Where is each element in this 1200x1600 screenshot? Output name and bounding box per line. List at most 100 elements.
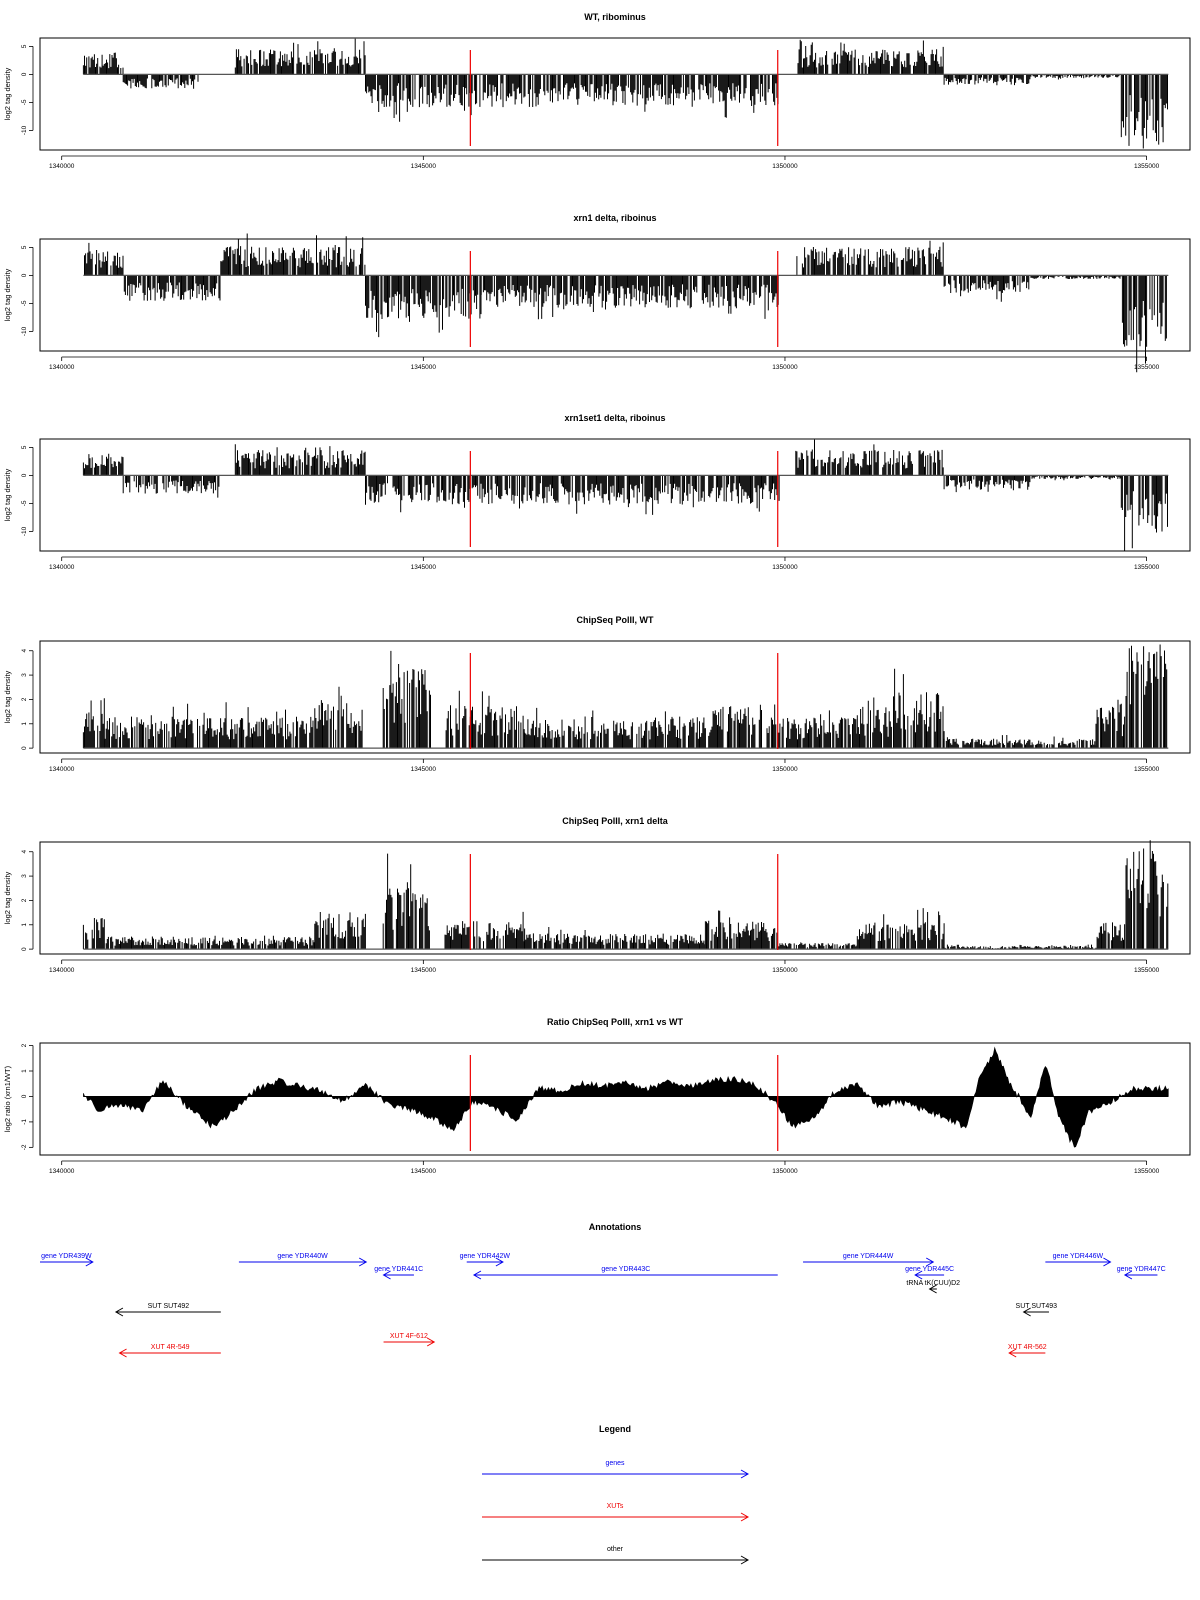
feature-arrow-head xyxy=(1103,1257,1112,1267)
signal-region-5 xyxy=(480,275,779,320)
signal-region-9 xyxy=(856,697,892,749)
y-tick-label: 4 xyxy=(21,649,28,653)
y-tick-label: 5 xyxy=(21,245,28,249)
signal-region-7 xyxy=(704,910,778,950)
x-tick-label: 1355000 xyxy=(1134,564,1160,571)
plot-frame xyxy=(39,640,1191,754)
signal-region-1 xyxy=(82,52,124,75)
signal-region-4 xyxy=(365,275,482,338)
signal-bars xyxy=(445,690,525,749)
feature-sut-sut493: SUT SUT493 xyxy=(1016,1303,1057,1317)
signal-region-3 xyxy=(220,233,366,276)
feature-arrow-head xyxy=(85,1257,94,1267)
signal-bars xyxy=(943,275,1030,302)
feature-gene-ydr447c: gene YDR447C xyxy=(1117,1266,1166,1280)
signal-bars xyxy=(365,74,779,122)
signal-bars xyxy=(105,935,315,950)
feature-label: tRNA tK(CUU)D2 xyxy=(906,1280,960,1287)
x-tick-label: 1340000 xyxy=(49,1168,75,1175)
signal-bars xyxy=(104,702,314,749)
signal-region-3 xyxy=(314,912,366,950)
feature-label: gene YDR443C xyxy=(601,1266,650,1273)
feature-gene-ydr444w: gene YDR444W xyxy=(803,1253,935,1267)
legend-title: Legend xyxy=(599,1424,631,1434)
feature-xut-4f-612: XUT 4F-612 xyxy=(383,1333,436,1347)
signal-region-1 xyxy=(82,453,124,476)
chart-panel-2: xrn1 delta, riboinus log2 tag density 5 0 -5… xyxy=(3,213,1191,373)
feature-label: SUT SUT492 xyxy=(148,1303,190,1310)
signal-bars xyxy=(1031,475,1122,481)
signal-region-6 xyxy=(524,927,706,950)
signal-region-6 xyxy=(796,240,944,276)
signal-bars xyxy=(797,39,944,75)
signal-bars xyxy=(382,853,430,950)
signal-bars xyxy=(123,275,221,301)
signal-bars xyxy=(777,942,858,950)
signal-region-3 xyxy=(234,38,366,75)
signal-region-8 xyxy=(777,710,858,749)
y-tick-label: 0 xyxy=(21,947,28,951)
x-tick-label: 1350000 xyxy=(772,1168,798,1175)
feature-trna-tk-cuu-d2: tRNA tK(CUU)D2 xyxy=(906,1280,960,1294)
signal-bars xyxy=(943,944,1097,950)
signal-region-3 xyxy=(314,686,363,749)
x-tick-label: 1340000 xyxy=(49,564,75,571)
feature-gene-ydr445c: gene YDR445C xyxy=(905,1266,954,1280)
signal-region-2 xyxy=(123,275,221,301)
signal-bars xyxy=(1125,840,1169,950)
signal-region-2 xyxy=(122,475,220,498)
signal-region-2 xyxy=(105,935,315,950)
feature-label: gene YDR444W xyxy=(843,1253,894,1260)
signal-region-12 xyxy=(1096,922,1126,950)
feature-label: XUT 4F-612 xyxy=(390,1333,428,1340)
y-axis-label: log2 tag density xyxy=(3,468,12,521)
signal-region-4 xyxy=(365,475,780,515)
signal-region-7 xyxy=(943,275,1030,302)
y-tick-label: -5 xyxy=(21,99,28,105)
x-tick-label: 1355000 xyxy=(1134,364,1160,371)
signal-bars xyxy=(856,914,893,950)
x-tick-label: 1345000 xyxy=(411,163,437,170)
legend-item-xuts: XUTs xyxy=(482,1503,750,1522)
legend-label: XUTs xyxy=(607,1503,624,1510)
signal-bars xyxy=(84,242,124,276)
signal-bars xyxy=(943,74,1031,86)
signal-bars xyxy=(365,275,482,338)
feature-arrow-head xyxy=(925,1257,935,1267)
y-tick-label: 0 xyxy=(21,746,28,750)
signal-bars xyxy=(856,697,892,749)
y-axis-label: log2 ratio (xrn1/WT) xyxy=(3,1065,12,1132)
feature-arrow-head xyxy=(358,1257,368,1267)
chart-panel-4: ChipSeq PolII, WT log2 tag density 4 3 2 1 0 13… xyxy=(3,615,1191,773)
signal-region-3 xyxy=(234,444,366,476)
chart-panel-1: WT, ribominus log2 tag density 5 0 -5 -10 1340… xyxy=(3,12,1191,170)
signal-bars xyxy=(1095,699,1126,749)
y-tick-label: 5 xyxy=(21,44,28,48)
feature-gene-ydr440w: gene YDR440W xyxy=(238,1253,368,1267)
y-tick-label: 2 xyxy=(21,898,28,902)
signal-region-13 xyxy=(1125,840,1169,950)
y-tick-label: 1 xyxy=(21,722,28,726)
x-tick-label: 1340000 xyxy=(49,967,75,974)
signal-region-7 xyxy=(1031,475,1122,481)
x-tick-label: 1345000 xyxy=(411,364,437,371)
feature-arrow-head xyxy=(382,1270,391,1280)
legend-arrow-head xyxy=(740,1469,750,1479)
signal-bars xyxy=(1030,74,1120,80)
signal-region-7 xyxy=(704,704,777,749)
y-axis-label: log2 tag density xyxy=(3,67,12,120)
signal-region-7 xyxy=(1030,74,1120,80)
signal-bars xyxy=(365,475,780,515)
plot-frame xyxy=(39,37,1191,151)
feature-label: gene YDR447C xyxy=(1117,1266,1166,1273)
chart-title: ChipSeq PolII, xrn1 delta xyxy=(562,816,669,826)
x-tick-label: 1350000 xyxy=(772,163,798,170)
signal-region-8 xyxy=(1120,475,1168,551)
legend-label: genes xyxy=(605,1460,625,1467)
x-tick-label: 1355000 xyxy=(1134,163,1160,170)
signal-bars xyxy=(234,444,366,476)
signal-bars xyxy=(1120,74,1168,149)
y-tick-label: 4 xyxy=(21,850,28,854)
plot-frame xyxy=(39,438,1191,552)
